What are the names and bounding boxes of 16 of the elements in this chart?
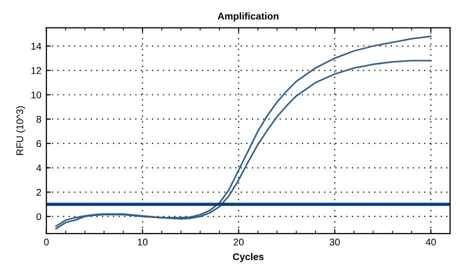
y-tick-label: 10 bbox=[31, 91, 42, 98]
x-tick-label: 0 bbox=[44, 238, 49, 246]
y-tick-label: 12 bbox=[31, 67, 42, 74]
x-tick-label: 10 bbox=[138, 238, 148, 246]
y-axis-title: RFU (10^3) bbox=[16, 106, 26, 155]
y-tick-label: 6 bbox=[36, 140, 42, 148]
y-tick-label: 14 bbox=[31, 42, 42, 50]
y-tick-label: 2 bbox=[36, 188, 42, 196]
y-tick-label: 8 bbox=[36, 116, 42, 123]
y-tick-label: 0 bbox=[36, 213, 42, 220]
x-tick-label: 30 bbox=[330, 238, 340, 246]
x-tick-label: 40 bbox=[426, 238, 436, 246]
x-axis-title: Cycles bbox=[232, 253, 264, 262]
chart-title: Amplification bbox=[218, 12, 278, 22]
x-tick-label: 20 bbox=[234, 238, 244, 246]
y-tick-label: 4 bbox=[36, 164, 42, 172]
